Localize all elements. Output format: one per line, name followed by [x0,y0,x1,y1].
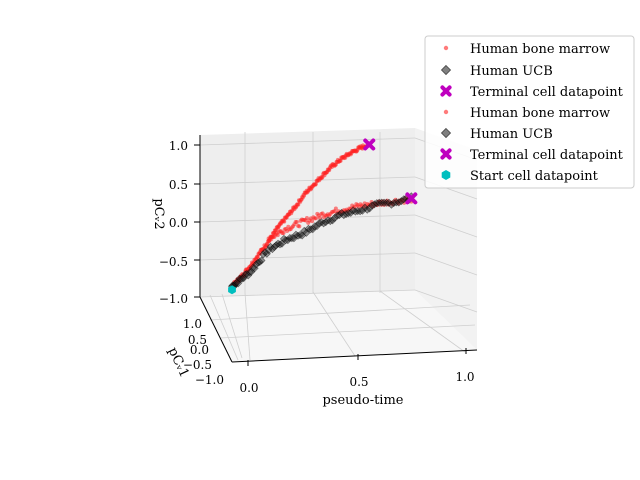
y-tick-label: −0.5 [183,358,212,372]
terminal-cross-stroke [440,85,452,97]
z-gridline-side [414,214,478,238]
bone-marrow-point [333,206,338,211]
ucb-point [353,207,362,216]
x-gridline-floor [312,291,356,357]
ucb-point [289,234,298,243]
legend-marker-hexagon [441,170,451,180]
ucb-point [235,274,244,283]
z-gridline-back [199,252,416,261]
legend-label: Terminal cell datapoint [470,148,624,163]
ucb-point [245,268,254,277]
z-gridline-side [414,289,478,313]
legend-marker-diamond [440,64,452,76]
legend-marker-x [440,148,452,160]
y-gridline-floor [221,293,243,359]
ucb-point [262,249,271,258]
legend-frame [424,35,635,189]
z-gridline-back [199,176,416,185]
z-gridline-back [199,289,416,298]
ucb-point [356,207,365,216]
floor-pane [200,290,477,362]
bone-marrow-point [282,219,287,224]
legend-label: Terminal cell datapoint [470,85,624,100]
legend-marker-diamond [440,127,452,139]
x-gridline-floor [244,292,251,361]
legend-marker-dot [443,109,449,115]
ucb-point [321,218,330,227]
ucb-point [283,236,292,245]
legend: Human bone marrow Human UCB Terminal cel… [424,35,635,189]
legend-label: Human bone marrow [470,42,610,57]
legend-label: Human UCB [470,64,553,79]
y-tick-label: −1.0 [195,373,224,387]
legend-label: Human UCB [470,127,553,142]
z-tick-label: −1.0 [159,292,188,306]
bone-marrow-point [310,219,315,224]
bone-marrow-points [230,141,414,291]
legend-marker-x [440,85,452,97]
ucb-points [227,192,416,291]
z-tick-label: 1.0 [169,139,188,153]
ucb-point [382,198,391,207]
bone-marrow-point [255,255,260,260]
bone-marrow-point [297,224,302,229]
bone-marrow-point [313,216,318,221]
ucb-point [397,197,406,206]
x-tick-label: 0.5 [349,375,368,389]
z-tick-label: −0.5 [159,255,188,269]
y-gridline-floor-cross [209,304,471,321]
terminal-cross-stroke [363,138,376,151]
legend-label: Human bone marrow [470,106,610,121]
ucb-point [372,199,381,208]
x-tick-label: 1.0 [455,370,474,384]
z-gridline-side [414,252,478,276]
ucb-point [264,246,273,255]
start-cell-point [228,285,236,295]
ucb-point [254,258,263,267]
x-gridline-floor [379,290,466,353]
ucb-point [326,217,335,226]
legend-marker-dot [443,45,449,51]
x-axis-line [231,349,478,363]
ucb-point [275,240,285,249]
z-axis-label: pCᵥ2 [151,198,166,229]
back-pane [200,128,415,297]
ucb-point [328,216,337,225]
y-axis-line [199,296,233,363]
z-tick-label: 0.0 [169,216,188,230]
ucb-point [365,204,374,213]
ucb-point [342,210,351,219]
ucb-point [281,236,290,245]
x-axis-label: pseudo-time [322,393,403,408]
y-tick-label: 1.0 [183,317,202,331]
special-points [228,138,418,295]
ucb-point [313,221,322,230]
bone-marrow-point [294,220,299,225]
terminal-cross-stroke [405,192,418,205]
z-tick-label: 0.5 [169,178,188,192]
terminal-cell-point [363,138,376,151]
terminal-cell-point [405,192,418,205]
bone-marrow-point [304,216,309,221]
y-gridline-floor [209,294,239,361]
bone-marrow-point [317,215,322,220]
ucb-point [296,230,305,240]
terminal-cross-stroke [440,148,452,160]
x-tick-label: 0.0 [239,381,258,395]
legend-label: Start cell datapoint [470,169,599,184]
y-tick-label: 0.5 [188,333,207,347]
ucb-point [259,250,268,259]
ucb-point [351,207,360,216]
axis-lines [194,135,478,366]
y-tick-label: 0.0 [190,343,209,357]
ucb-point [257,256,266,265]
bone-marrow-point [281,231,286,236]
z-gridline-back [199,137,416,146]
y-gridline-floor-cross [219,324,476,339]
